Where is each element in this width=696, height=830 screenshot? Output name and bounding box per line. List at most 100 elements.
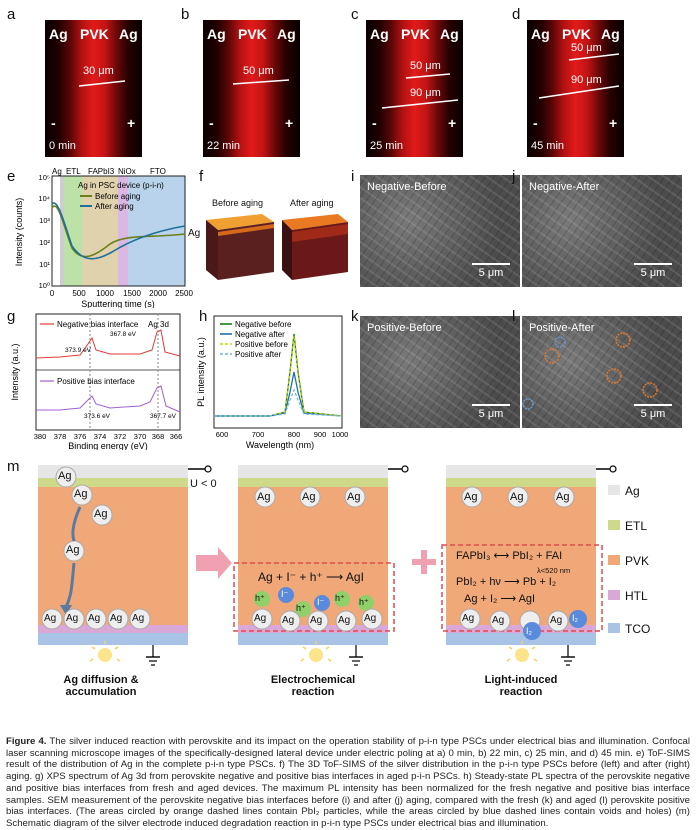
plus-sign: + xyxy=(448,115,457,131)
device-light-induced xyxy=(441,465,617,666)
legend-positive-after: Positive after xyxy=(235,350,282,359)
scale-bars xyxy=(381,73,459,109)
ag-label: Ag xyxy=(302,491,316,503)
legend-pvk: PVK xyxy=(625,554,650,568)
ag-label: Ag xyxy=(310,615,323,626)
electrochem-equation: Ag + I⁻ + h⁺ ⟶ AgI xyxy=(258,570,364,584)
y-axis-label: PL intensity (a.u.) xyxy=(196,337,206,407)
ag-label: Ag xyxy=(132,613,145,624)
svg-text:600: 600 xyxy=(216,430,229,439)
ag-label-right: Ag xyxy=(440,26,459,42)
panel-letter-a: a xyxy=(7,6,16,23)
sem-caption: Negative-After xyxy=(529,181,600,193)
title-diffusion: Ag diffusion & accumulation xyxy=(63,674,139,698)
svg-text:378: 378 xyxy=(54,432,67,441)
x-axis-label: Binding energy (eV) xyxy=(68,441,148,450)
svg-text:500: 500 xyxy=(72,289,86,298)
scale-label: 50 μm xyxy=(243,65,274,77)
panel-letter-f: f xyxy=(199,168,204,185)
ag-label-right: Ag xyxy=(119,26,138,42)
figure-caption: Figure 4. The silver induced reaction wi… xyxy=(6,736,690,830)
hole-ion: h⁺ xyxy=(359,597,369,607)
minus-sign: - xyxy=(51,115,56,131)
time-label: 0 min xyxy=(49,140,76,152)
ag-label-left: Ag xyxy=(531,26,550,42)
scale-label: 30 μm xyxy=(83,65,114,77)
ag-label-left: Ag xyxy=(207,26,226,42)
panel-letter-k: k xyxy=(351,308,359,325)
ag-label: Ag xyxy=(254,613,267,624)
layer-legend xyxy=(608,485,620,633)
device-diffusion xyxy=(38,465,212,666)
legend-negative-before: Negative before xyxy=(235,320,292,329)
scale-bars xyxy=(538,53,620,99)
pvk-label: PVK xyxy=(238,26,267,42)
svg-text:10³: 10³ xyxy=(39,216,50,225)
x-axis-label: Wavelength (nm) xyxy=(246,440,314,450)
panel-letter-g: g xyxy=(7,308,16,325)
minus-sign: - xyxy=(372,115,377,131)
ag-label: Ag xyxy=(74,488,88,500)
top-peak-2: 367.8 eV xyxy=(110,331,137,338)
hole-ion: h⁺ xyxy=(255,593,265,603)
scale-label-small: 50 μm xyxy=(571,42,602,54)
scale-label-small: 50 μm xyxy=(410,60,441,72)
scale-label-large: 90 μm xyxy=(410,87,441,99)
region-ag: Ag xyxy=(52,168,62,176)
light-equation-2: PbI₂ + hν ⟶ Pb + I₂ xyxy=(456,576,557,588)
region-niox: NiOx xyxy=(118,168,136,176)
legend-etl: ETL xyxy=(625,519,648,533)
plus-sign: + xyxy=(609,115,618,131)
region-fapbi3: FAPbI3 xyxy=(88,168,115,176)
ag-label-right: Ag xyxy=(601,26,620,42)
ag-label: Ag xyxy=(110,613,123,624)
bottom-label: Positive bias interface xyxy=(57,377,135,386)
xps-chart: Negative bias interface Ag 3d 373.9 eV 3… xyxy=(10,313,182,450)
ag-label: Ag xyxy=(550,615,563,626)
pvk-label: PVK xyxy=(80,26,109,42)
pl-chart: Negative before Negative after Positive … xyxy=(196,315,349,450)
ag-label: Ag xyxy=(66,544,80,556)
sem-scale-bar: 5 μm xyxy=(472,404,510,420)
top-peak-1: 373.9 eV xyxy=(65,347,92,354)
ag-label: Ag xyxy=(556,491,570,503)
ag-label: Ag xyxy=(492,615,505,626)
ag-label-left: Ag xyxy=(370,26,389,42)
label-before-aging: Before aging xyxy=(212,198,264,208)
panel-letter-c: c xyxy=(351,6,359,23)
iodide-ion: I⁻ xyxy=(281,589,289,599)
svg-text:2500: 2500 xyxy=(175,289,193,298)
legend-title: Ag in PSC device (p-i-n) xyxy=(78,181,164,190)
device-electrochemical xyxy=(233,465,409,666)
time-label: 45 min xyxy=(531,140,565,152)
label-ag-side: Ag xyxy=(188,228,201,239)
sem-image-l: Positive-After 5 μm xyxy=(522,316,682,428)
tof-sims-3d-cubes xyxy=(206,214,348,280)
ag-label: Ag xyxy=(338,615,351,626)
caption-lead: Figure 4. xyxy=(6,736,47,747)
sem-caption: Negative-Before xyxy=(367,181,447,193)
svg-text:900: 900 xyxy=(314,430,327,439)
legend-negative-after: Negative after xyxy=(235,330,285,339)
sem-scale-bar: 5 μm xyxy=(634,404,672,420)
svg-text:374: 374 xyxy=(94,432,107,441)
highlight-circles xyxy=(522,332,658,410)
clsm-image-b: Ag PVK Ag 50 μm - + 22 min xyxy=(203,20,300,157)
pvk-label: PVK xyxy=(562,26,591,42)
sem-image-i: Negative-Before 5 μm xyxy=(360,175,520,287)
plus-sign: + xyxy=(285,115,294,131)
ag-label: Ag xyxy=(58,470,72,482)
svg-text:10¹: 10¹ xyxy=(39,260,50,269)
pvk-label: PVK xyxy=(401,26,430,42)
panel-letter-d: d xyxy=(512,6,521,23)
panel-letter-h: h xyxy=(199,308,208,325)
clsm-image-a: Ag PVK Ag 30 μm - + 0 min xyxy=(45,20,142,157)
sem-image-j: Negative-After 5 μm xyxy=(522,175,682,287)
svg-text:370: 370 xyxy=(134,432,147,441)
ag-label: Ag xyxy=(257,491,271,503)
tof-sims-chart: Ag ETL FAPbI3 NiOx FTO Ag in PSC device … xyxy=(14,168,193,308)
ag-label-left: Ag xyxy=(49,26,68,42)
x-ticks: 600 700 800 900 1000 xyxy=(216,430,349,439)
panel-letter-e: e xyxy=(7,168,16,185)
sem-scale-bar: 5 μm xyxy=(472,263,510,279)
